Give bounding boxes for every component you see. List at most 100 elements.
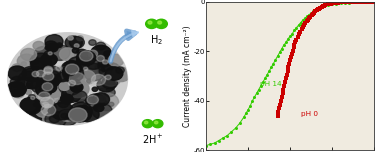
Circle shape — [50, 78, 59, 86]
Circle shape — [35, 81, 56, 96]
Circle shape — [39, 92, 50, 101]
Circle shape — [74, 99, 92, 113]
Text: pH 14: pH 14 — [260, 81, 282, 87]
Circle shape — [85, 97, 96, 105]
Circle shape — [56, 72, 69, 82]
Circle shape — [72, 48, 79, 53]
Circle shape — [58, 99, 69, 108]
Circle shape — [59, 82, 70, 90]
Circle shape — [10, 76, 25, 87]
Circle shape — [93, 93, 110, 106]
Circle shape — [155, 19, 167, 28]
Circle shape — [97, 78, 115, 92]
Circle shape — [75, 63, 79, 66]
Circle shape — [71, 106, 92, 122]
Circle shape — [92, 104, 112, 119]
Circle shape — [92, 87, 98, 91]
Circle shape — [8, 33, 127, 125]
Circle shape — [39, 85, 51, 95]
Circle shape — [56, 109, 78, 126]
Circle shape — [88, 50, 98, 57]
Circle shape — [38, 106, 55, 119]
Circle shape — [99, 88, 105, 93]
Circle shape — [112, 67, 130, 82]
FancyArrowPatch shape — [111, 31, 135, 61]
Circle shape — [22, 101, 36, 111]
Circle shape — [87, 95, 98, 104]
Circle shape — [77, 51, 96, 65]
Circle shape — [79, 107, 99, 122]
Circle shape — [116, 67, 124, 73]
Circle shape — [101, 71, 121, 86]
Circle shape — [34, 67, 40, 71]
Circle shape — [36, 104, 44, 110]
Circle shape — [42, 82, 57, 93]
Text: 2H$^+$: 2H$^+$ — [142, 133, 164, 146]
Circle shape — [60, 94, 73, 104]
Circle shape — [59, 48, 76, 60]
Circle shape — [44, 68, 53, 74]
Circle shape — [22, 99, 41, 114]
Circle shape — [109, 102, 114, 106]
Circle shape — [63, 92, 72, 99]
Circle shape — [45, 111, 66, 128]
Circle shape — [68, 36, 73, 40]
Circle shape — [104, 88, 115, 97]
Circle shape — [62, 65, 81, 79]
Circle shape — [61, 62, 79, 75]
Circle shape — [95, 102, 99, 105]
Circle shape — [8, 66, 26, 80]
Circle shape — [63, 66, 84, 82]
Circle shape — [102, 77, 118, 89]
Circle shape — [22, 67, 38, 79]
Circle shape — [68, 80, 76, 86]
Circle shape — [21, 48, 37, 61]
Circle shape — [91, 74, 105, 85]
Circle shape — [32, 68, 50, 82]
Circle shape — [34, 103, 38, 106]
Circle shape — [148, 21, 152, 24]
Circle shape — [144, 121, 148, 124]
Circle shape — [18, 78, 32, 89]
Circle shape — [67, 80, 89, 98]
Circle shape — [48, 52, 52, 55]
Circle shape — [87, 79, 92, 83]
Circle shape — [89, 40, 96, 45]
Circle shape — [11, 83, 26, 96]
Circle shape — [18, 71, 41, 89]
Circle shape — [77, 70, 96, 85]
Circle shape — [96, 105, 104, 111]
Circle shape — [26, 80, 38, 89]
Y-axis label: Current density (mA cm⁻²): Current density (mA cm⁻²) — [183, 25, 192, 127]
Circle shape — [44, 82, 64, 97]
Circle shape — [146, 19, 158, 28]
Circle shape — [82, 105, 87, 109]
Circle shape — [46, 67, 57, 76]
Circle shape — [65, 64, 79, 74]
Circle shape — [98, 64, 116, 77]
Circle shape — [98, 58, 110, 67]
Text: pH 0: pH 0 — [301, 111, 318, 117]
Circle shape — [105, 75, 111, 80]
Circle shape — [34, 47, 53, 61]
Circle shape — [69, 69, 78, 77]
Circle shape — [91, 45, 111, 61]
Circle shape — [69, 73, 85, 85]
Circle shape — [46, 74, 62, 86]
Circle shape — [60, 110, 74, 121]
Circle shape — [43, 111, 65, 128]
Circle shape — [30, 53, 51, 69]
Circle shape — [102, 60, 108, 64]
Circle shape — [42, 80, 56, 90]
Circle shape — [69, 37, 84, 48]
Circle shape — [59, 78, 82, 95]
Circle shape — [42, 102, 49, 107]
Circle shape — [40, 72, 54, 83]
Circle shape — [33, 41, 44, 50]
Circle shape — [84, 67, 88, 70]
Circle shape — [41, 85, 59, 98]
Circle shape — [44, 41, 57, 51]
Circle shape — [36, 70, 45, 77]
Circle shape — [108, 54, 124, 66]
Circle shape — [7, 82, 26, 97]
